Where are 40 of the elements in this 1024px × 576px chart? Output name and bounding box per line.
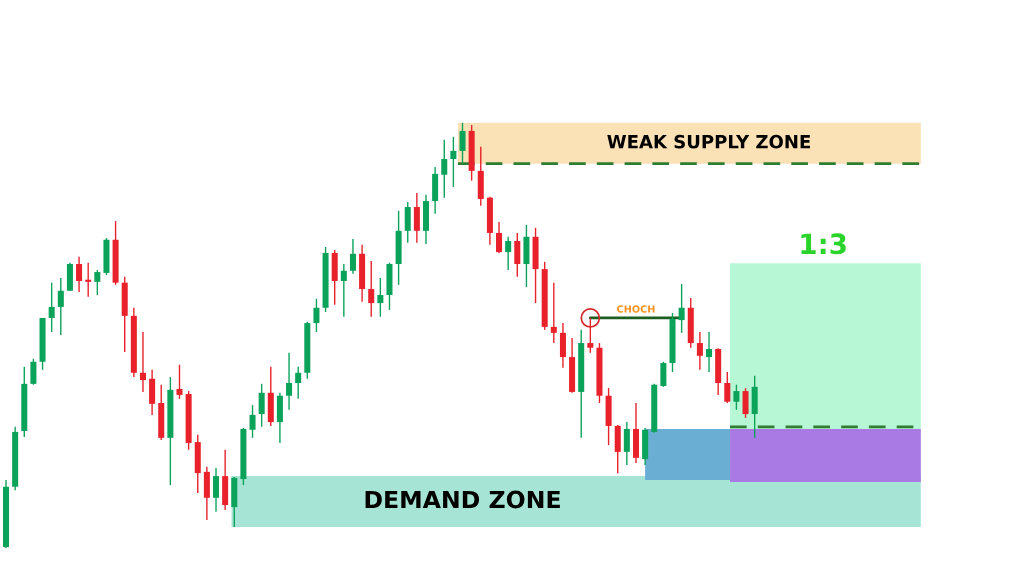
candlestick xyxy=(404,201,411,244)
candlestick xyxy=(496,221,503,254)
candlestick xyxy=(742,387,749,419)
candlestick xyxy=(459,122,466,164)
candlestick xyxy=(413,192,420,244)
candlestick xyxy=(286,352,293,411)
candlestick xyxy=(587,317,594,354)
candlestick xyxy=(678,283,685,334)
candlestick xyxy=(696,331,703,371)
band-label: DEMAND ZONE xyxy=(365,490,560,509)
candlestick xyxy=(505,236,512,271)
band-label: WEAK SUPPLY ZONE xyxy=(607,134,810,149)
candlestick xyxy=(340,263,347,318)
candlestick xyxy=(30,358,37,386)
candlestick xyxy=(94,269,101,296)
candlestick xyxy=(295,366,302,400)
ref-line-label: CHOCH xyxy=(617,305,655,313)
candlestick xyxy=(213,467,220,513)
candlestick xyxy=(377,277,384,318)
candlestick xyxy=(349,238,356,275)
candlestick xyxy=(176,364,183,400)
candlestick xyxy=(441,139,448,199)
candlestick xyxy=(514,232,521,278)
candlestick xyxy=(76,256,83,293)
candlestick xyxy=(724,371,731,404)
candlestick xyxy=(48,281,55,333)
candlestick xyxy=(368,260,375,318)
candlestick xyxy=(249,404,256,439)
candlestick xyxy=(623,421,630,466)
candlestick xyxy=(733,384,740,411)
band-label: 1:3 xyxy=(801,233,846,255)
candlestick xyxy=(313,298,320,333)
candlestick xyxy=(706,331,713,373)
candlestick xyxy=(139,331,146,393)
candlestick xyxy=(85,262,92,298)
candlestick xyxy=(660,361,667,388)
candlestick xyxy=(258,383,265,428)
candlestick xyxy=(57,277,64,336)
candlestick xyxy=(450,136,457,188)
candlestick xyxy=(550,281,557,344)
